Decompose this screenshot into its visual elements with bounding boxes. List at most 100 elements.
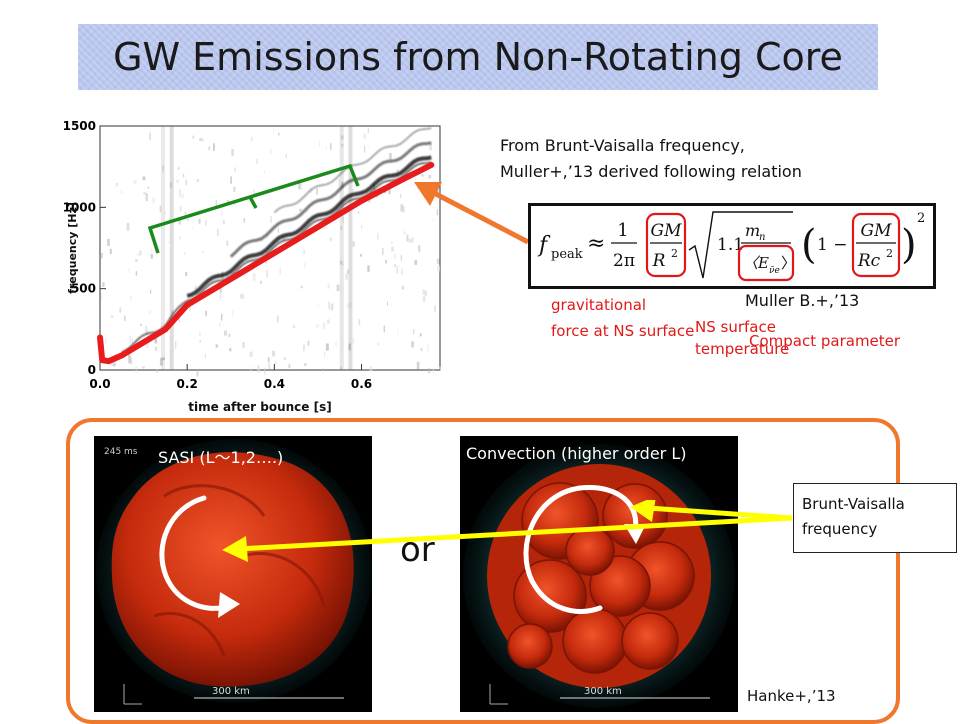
noise-streak <box>348 302 352 309</box>
y-tick-label: 1500 <box>63 119 96 133</box>
formula-one-minus: 1 − <box>817 235 847 255</box>
noise-streak <box>345 273 348 280</box>
noise-streak <box>422 289 425 295</box>
noise-streak <box>304 262 306 268</box>
y-axis-label: frequency [Hz] <box>66 202 79 294</box>
x-tick-label: 0.0 <box>89 377 110 391</box>
noise-streak <box>182 173 185 178</box>
noise-streak <box>347 269 349 274</box>
noise-streak <box>194 285 197 293</box>
x-tick-label: 0.4 <box>264 377 285 391</box>
noise-streak <box>128 355 132 364</box>
noise-streak <box>268 362 271 370</box>
noise-streak <box>226 240 229 246</box>
noise-streak <box>249 351 253 357</box>
noise-streak <box>124 315 126 321</box>
noise-streak <box>411 341 414 348</box>
noise-streak <box>196 369 199 377</box>
noise-streak <box>147 186 150 189</box>
noise-streak <box>434 305 436 313</box>
noise-streak <box>109 248 112 255</box>
noise-streak <box>192 135 195 139</box>
noise-streak <box>110 362 114 367</box>
noise-streak <box>149 132 151 140</box>
noise-streak <box>315 324 319 328</box>
noise-streak <box>159 205 162 213</box>
noise-streak <box>205 310 208 317</box>
noise-streak <box>411 237 415 243</box>
noise-streak <box>219 291 222 300</box>
citation-hanke: Hanke+,’13 <box>747 687 836 705</box>
noise-streak <box>436 258 440 265</box>
noise-streak <box>145 340 149 348</box>
noise-streak <box>142 366 145 369</box>
formula-r-exp: 2 <box>671 247 678 260</box>
noise-streak <box>126 222 130 231</box>
noise-streak <box>215 344 218 348</box>
noise-streak <box>171 309 174 314</box>
noise-streak <box>259 280 262 284</box>
noise-streak <box>130 295 132 302</box>
noise-streak <box>176 179 179 183</box>
noise-streak <box>185 179 187 186</box>
noise-streak <box>325 145 327 150</box>
noise-streak <box>242 294 245 300</box>
formula-energy-sub: ν̄e <box>769 266 780 276</box>
noise-streak <box>400 255 403 261</box>
noise-streak <box>220 313 223 321</box>
noise-streak <box>230 176 232 184</box>
formula-box: f peak ≈ 1 2π GM R 2 1.1 m n 〈E ν̄e 〉 ( … <box>528 203 936 289</box>
x-axis-ticks: 0.0 0.2 0.4 0.6 <box>89 364 372 391</box>
noise-streak <box>277 132 280 136</box>
noise-streak <box>148 310 151 315</box>
noise-streak <box>154 346 158 351</box>
noise-streak <box>277 228 280 233</box>
noise-streak <box>277 315 279 323</box>
noise-streak <box>367 128 369 133</box>
noise-streak <box>208 146 211 151</box>
red-fit-line <box>97 162 435 365</box>
noise-streak <box>422 295 426 302</box>
spectrogram-noise <box>100 126 441 377</box>
noise-streak <box>300 182 303 190</box>
spectrogram-ridge <box>121 161 432 354</box>
x-axis-label: time after bounce [s] <box>188 400 331 414</box>
noise-streak <box>340 226 342 230</box>
noise-streak <box>128 353 130 358</box>
noise-streak <box>322 322 326 329</box>
noise-streak <box>139 250 142 256</box>
noise-streak <box>363 133 366 139</box>
noise-streak <box>102 282 105 287</box>
noise-streak <box>213 143 215 151</box>
convection-render: 300 km <box>463 444 735 708</box>
noise-streak <box>285 153 288 159</box>
noise-streak <box>179 236 181 240</box>
noise-streak <box>181 193 184 199</box>
noise-streak <box>179 206 182 212</box>
noise-streak <box>299 208 302 212</box>
noise-streak <box>367 265 370 272</box>
noise-streak <box>377 342 380 346</box>
noise-streak <box>219 322 221 328</box>
yellow-arrows <box>222 500 793 562</box>
intro-text: From Brunt-Vaisalla frequency, Muller+,’… <box>500 133 940 185</box>
noise-streak <box>288 364 291 369</box>
spectrogram-chart: 0 500 1000 1500 0.0 0.2 0.4 0.6 frequency [Hz]… <box>63 119 441 414</box>
noise-streak <box>432 368 435 375</box>
noise-streak <box>135 259 138 262</box>
noise-streak <box>358 319 361 326</box>
annotation-temperature: NS surface temperature <box>695 316 789 360</box>
noise-streak <box>436 209 439 216</box>
convection-caption: Convection (higher order L) <box>466 444 687 463</box>
annotation-temp-line2: temperature <box>695 340 790 358</box>
noise-streak <box>338 178 340 187</box>
sasi-scale-label: 300 km <box>212 686 250 697</box>
formula-coef: 1.1 <box>717 235 744 255</box>
formula-m: m <box>745 221 760 240</box>
noise-streak <box>223 330 227 336</box>
noise-streak <box>164 211 166 215</box>
noise-streak <box>322 368 324 372</box>
noise-streak <box>142 176 146 181</box>
noise-streak <box>397 329 399 337</box>
formula-lhs-sub: peak <box>551 247 583 262</box>
